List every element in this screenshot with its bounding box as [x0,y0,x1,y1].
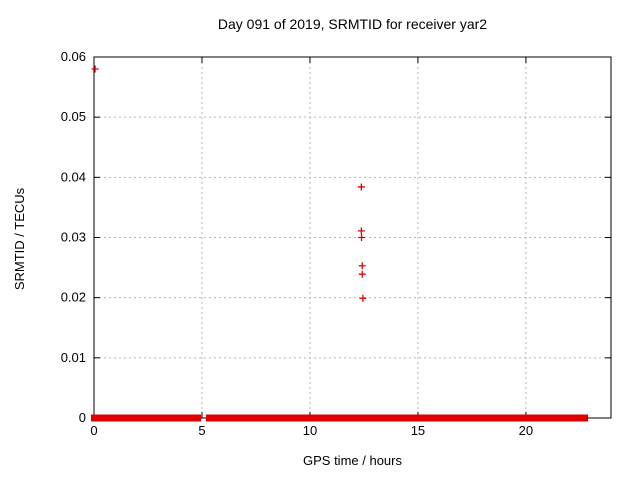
baseline-segment [357,414,379,422]
y-tick-label: 0.04 [61,169,86,184]
baseline-segment [384,414,395,422]
baseline-segment [91,414,102,422]
y-tick-label: 0.03 [61,230,86,245]
data-point-marker [91,65,99,73]
baseline-segment [277,414,291,422]
baseline-segment [482,414,498,422]
baseline-segment [181,414,194,422]
data-point-marker [358,234,366,241]
baseline-segment [99,414,110,422]
baseline-segment [237,414,253,422]
baseline-segment [494,414,510,422]
baseline-segment [210,414,224,422]
y-tick-label: 0 [79,410,86,425]
y-tick-label: 0.05 [61,109,86,124]
baseline-segment [113,414,127,422]
chart-title: Day 091 of 2019, SRMTID for receiver yar… [217,16,488,32]
data-point-marker [357,183,365,191]
baseline-segment [517,414,536,422]
x-tick-label: 10 [303,423,317,438]
baseline-segment [192,414,202,422]
baseline-segment [544,414,562,422]
baseline-segment [229,414,243,422]
baseline-segment [507,414,521,422]
baseline-segment [257,414,272,422]
baseline-segment [409,414,423,422]
baseline-segment [419,414,435,422]
baseline-segment [557,414,570,422]
x-tick-label: 5 [198,423,205,438]
baseline-segment [147,414,161,422]
baseline-segment [532,414,549,422]
baseline-segment [391,414,404,422]
baseline-segment [373,414,386,422]
y-tick-label: 0.01 [61,350,86,365]
baseline-segment [400,414,412,422]
baseline-segment [576,414,589,422]
data-point-marker [359,294,367,302]
data-point-marker [358,270,366,278]
baseline-segment [329,414,346,422]
baseline-segment [219,414,235,422]
plot-border [93,56,612,419]
x-axis-label: GPS time / hours [303,453,402,468]
baseline-segment [173,414,186,422]
baseline-segment [121,414,132,422]
baseline-segment [473,414,487,422]
x-tick-label: 20 [519,423,533,438]
data-point-marker [358,262,366,270]
baseline-segment [205,414,215,422]
baseline-segment [341,414,363,422]
baseline-segment [105,414,117,422]
baseline-segment [156,414,168,422]
baseline-segment [454,414,477,422]
baseline-segment [300,414,316,422]
baseline-segment [441,414,459,422]
y-tick-label: 0.06 [61,49,86,64]
baseline-segment [266,414,282,422]
baseline-segment [287,414,301,422]
baseline-segment [313,414,327,422]
baseline-segment [164,414,178,422]
x-tick-label: 15 [411,423,425,438]
baseline-segment [322,414,334,422]
baseline-segment [138,414,152,422]
baseline-segment [127,414,142,422]
baseline-segment [431,414,446,422]
data-point-marker [357,227,365,235]
baseline-segment [248,414,263,422]
x-tick-label: 0 [90,423,97,438]
y-tick-label: 0.02 [61,290,86,305]
baseline-segment [565,414,581,422]
